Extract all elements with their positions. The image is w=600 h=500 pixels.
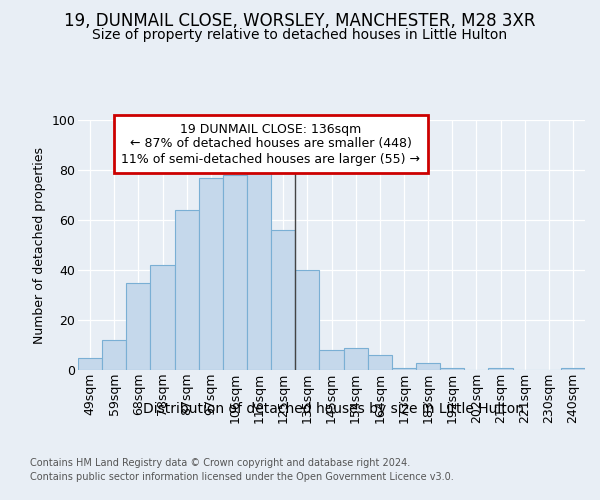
Text: 19, DUNMAIL CLOSE, WORSLEY, MANCHESTER, M28 3XR: 19, DUNMAIL CLOSE, WORSLEY, MANCHESTER, … <box>64 12 536 30</box>
Bar <box>488 368 512 370</box>
Bar <box>440 368 464 370</box>
Bar <box>175 210 199 370</box>
Bar <box>151 265 175 370</box>
Text: 19 DUNMAIL CLOSE: 136sqm
← 87% of detached houses are smaller (448)
11% of semi-: 19 DUNMAIL CLOSE: 136sqm ← 87% of detach… <box>121 122 420 166</box>
Text: Distribution of detached houses by size in Little Hulton: Distribution of detached houses by size … <box>143 402 523 416</box>
Bar <box>199 178 223 370</box>
Bar <box>416 362 440 370</box>
Bar <box>78 358 102 370</box>
Bar <box>126 282 151 370</box>
Bar <box>247 160 271 370</box>
Bar <box>344 348 368 370</box>
Text: Size of property relative to detached houses in Little Hulton: Size of property relative to detached ho… <box>92 28 508 42</box>
Bar <box>295 270 319 370</box>
Bar <box>271 230 295 370</box>
Text: Contains HM Land Registry data © Crown copyright and database right 2024.: Contains HM Land Registry data © Crown c… <box>30 458 410 468</box>
Text: Contains public sector information licensed under the Open Government Licence v3: Contains public sector information licen… <box>30 472 454 482</box>
Bar <box>102 340 126 370</box>
Bar <box>319 350 344 370</box>
Y-axis label: Number of detached properties: Number of detached properties <box>33 146 46 344</box>
Bar <box>223 175 247 370</box>
Bar <box>392 368 416 370</box>
Bar <box>368 355 392 370</box>
Bar <box>561 368 585 370</box>
